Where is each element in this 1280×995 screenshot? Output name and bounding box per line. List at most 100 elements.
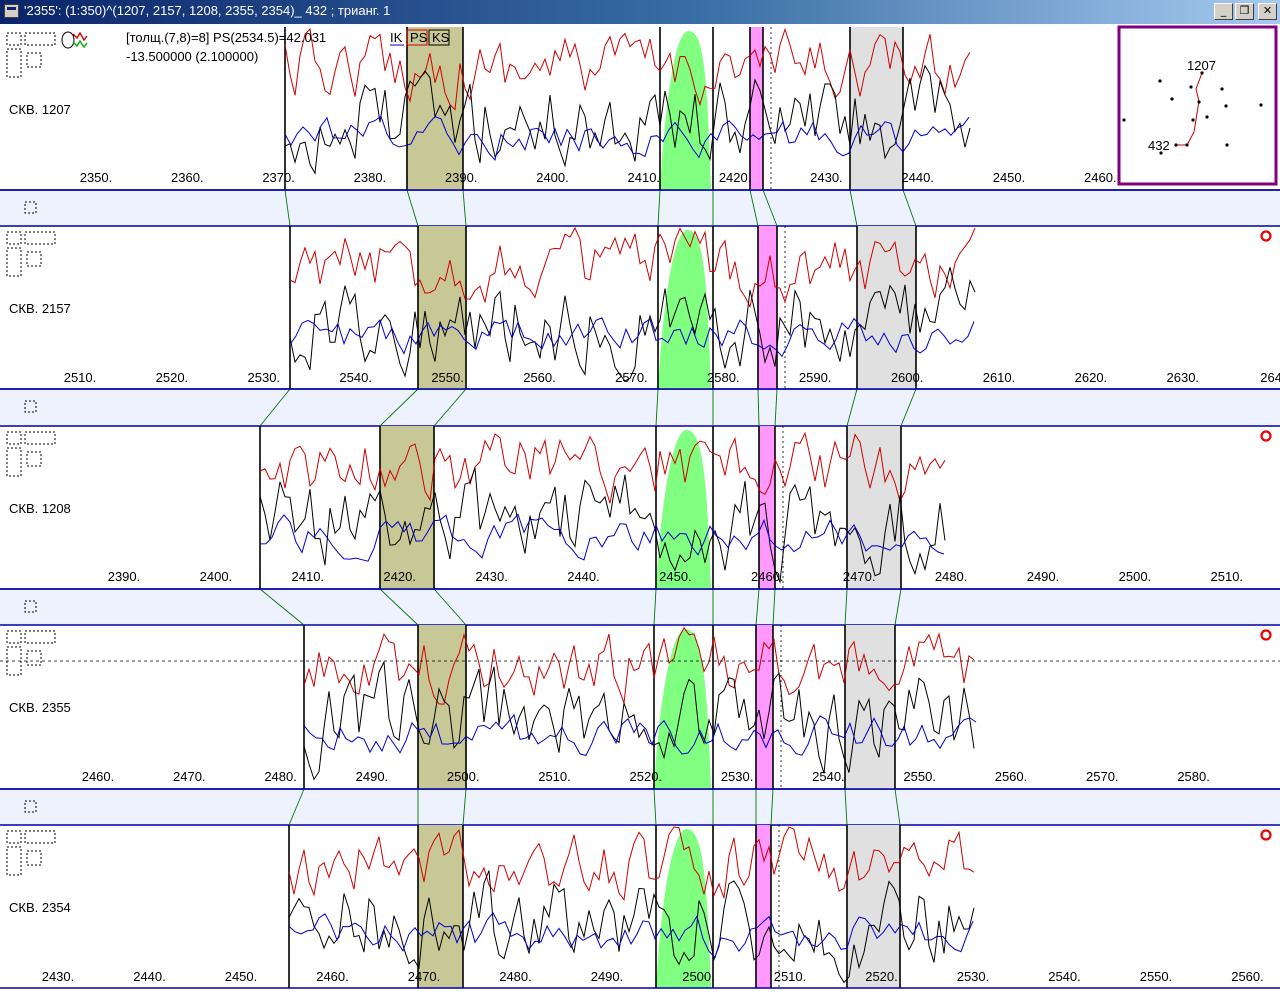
ps-curve	[259, 431, 946, 504]
correlation-line	[844, 588, 848, 626]
depth-tick-label: 2390.	[108, 569, 141, 584]
depth-tick-label: 2500.	[682, 969, 715, 984]
depth-tick-label: 2540.	[339, 370, 372, 385]
panel-gap	[0, 589, 1280, 625]
depth-tick-label: 2390.	[445, 170, 478, 185]
well-marker-icon[interactable]	[1260, 829, 1272, 841]
well-panel[interactable]	[259, 426, 902, 589]
minimap-well-dot[interactable]	[1191, 118, 1195, 122]
panel-handle-icon[interactable]	[6, 32, 56, 78]
gap-handle-icon[interactable]	[24, 800, 37, 813]
depth-tick-label: 2630.	[1167, 370, 1200, 385]
depth-tick-label: 2520.	[630, 769, 663, 784]
correlation-line	[846, 388, 858, 427]
minimap-well-dot[interactable]	[1189, 85, 1193, 89]
depth-tick-label: 2410.	[292, 569, 325, 584]
minimap-well-dot[interactable]	[1185, 143, 1189, 147]
depth-tick-label: 2370.	[262, 170, 295, 185]
gap-handle-icon[interactable]	[24, 400, 37, 413]
depth-tick-label: 2610.	[983, 370, 1016, 385]
minimap-well-dot[interactable]	[1170, 97, 1174, 101]
correlation-line	[770, 788, 774, 826]
ps-curve	[288, 826, 975, 901]
panel-handle-icon[interactable]	[6, 630, 56, 676]
well-panel[interactable]	[289, 226, 917, 389]
well-marker-icon[interactable]	[1260, 430, 1272, 442]
depth-tick-label: 2490.	[591, 969, 624, 984]
well-name-label[interactable]: СКВ. 1207	[9, 102, 71, 117]
panel-gap	[0, 389, 1280, 426]
well-name-label[interactable]: СКВ. 2354	[9, 900, 71, 915]
ks-curve	[289, 267, 976, 382]
layer-band-pink	[756, 625, 773, 789]
location-minimap[interactable]: 1207 432	[1117, 25, 1278, 186]
correlation-line	[433, 588, 467, 626]
correlation-line	[900, 388, 917, 427]
depth-tick-label: 2550.	[1140, 969, 1173, 984]
close-button[interactable]: ✕	[1258, 3, 1277, 20]
depth-tick-label: 2550.	[903, 769, 936, 784]
legend-ks[interactable]: KS	[432, 30, 450, 45]
minimap-well-dot[interactable]	[1224, 104, 1228, 108]
minimap-well-dot[interactable]	[1174, 143, 1178, 147]
depth-tick-label: 2510.	[538, 769, 571, 784]
depth-tick-label: 2580.	[707, 370, 740, 385]
restore-button[interactable]: ❐	[1235, 3, 1254, 20]
minimap-well-dot[interactable]	[1158, 79, 1162, 83]
panel-handle-icon[interactable]	[6, 431, 56, 477]
ik-curve	[289, 317, 975, 358]
depth-tick-label: 2570.	[1086, 769, 1119, 784]
layer-band-pink	[750, 27, 763, 190]
depth-tick-label: 2520.	[156, 370, 189, 385]
gap-handle-icon[interactable]	[24, 201, 37, 214]
info-line-2: -13.500000 (2.100000)	[126, 49, 258, 64]
curve-style-icon[interactable]	[61, 31, 88, 49]
well-panel[interactable]	[288, 825, 901, 988]
correlation-line	[462, 189, 467, 227]
layer-band-pink	[759, 426, 775, 589]
minimap-well-dot[interactable]	[1259, 103, 1263, 107]
depth-tick-label: 2410.	[628, 170, 661, 185]
minimap-well-dot[interactable]	[1220, 87, 1224, 91]
minimap-well-dot[interactable]	[1225, 143, 1229, 147]
well-marker-icon[interactable]	[1260, 230, 1272, 242]
well-marker-icon[interactable]	[1260, 629, 1272, 641]
correlation-line	[653, 588, 657, 626]
minimize-button[interactable]: _	[1214, 3, 1233, 20]
correlation-line	[849, 189, 858, 227]
panel-handle-icon[interactable]	[6, 231, 56, 277]
gap-handle-icon[interactable]	[24, 600, 37, 613]
correlation-line	[284, 189, 291, 227]
depth-tick-label: 2620.	[1075, 370, 1108, 385]
depth-tick-label: 2600.	[891, 370, 924, 385]
well-name-label[interactable]: СКВ. 1208	[9, 501, 71, 516]
legend-ps-box	[406, 29, 428, 46]
ps-curve	[289, 226, 976, 309]
correlation-line	[288, 788, 305, 826]
layer-band-olive	[418, 625, 466, 789]
minimap-well-dot[interactable]	[1200, 71, 1204, 75]
correlation-line	[655, 388, 659, 427]
panel-handle-icon[interactable]	[6, 830, 56, 876]
minimap-well-dot[interactable]	[1205, 115, 1209, 119]
depth-tick-label: 2540.	[1048, 969, 1081, 984]
well-name-label[interactable]: СКВ. 2355	[9, 700, 71, 715]
legend-ps[interactable]: PS	[410, 30, 428, 45]
depth-tick-label: 2560.	[523, 370, 556, 385]
app-icon[interactable]	[4, 4, 19, 18]
well-name-label[interactable]: СКВ. 2157	[9, 301, 71, 316]
minimap-well-dot[interactable]	[1159, 151, 1163, 155]
minimap-well-dot[interactable]	[1197, 100, 1201, 104]
minimap-well-dot[interactable]	[1122, 118, 1126, 122]
layer-band-pink	[756, 825, 771, 988]
minimap-label-1207: 1207	[1187, 58, 1216, 73]
window-titlebar[interactable]: '2355': (1:350)^(1207, 2157, 1208, 2355,…	[0, 0, 1280, 24]
correlation-line	[755, 588, 760, 626]
well-correlation-canvas[interactable]: 2350. 2360. 2370. 2380. 2390. 2400. 2410. 2420.…	[0, 24, 1280, 995]
legend-ik[interactable]: IK	[390, 30, 403, 45]
well-panel[interactable]	[284, 27, 904, 190]
well-panel[interactable]	[303, 625, 896, 789]
depth-tick-label: 2480.	[935, 569, 968, 584]
depth-tick-label: 2430.	[810, 170, 843, 185]
depth-tick-label: 2530.	[248, 370, 281, 385]
